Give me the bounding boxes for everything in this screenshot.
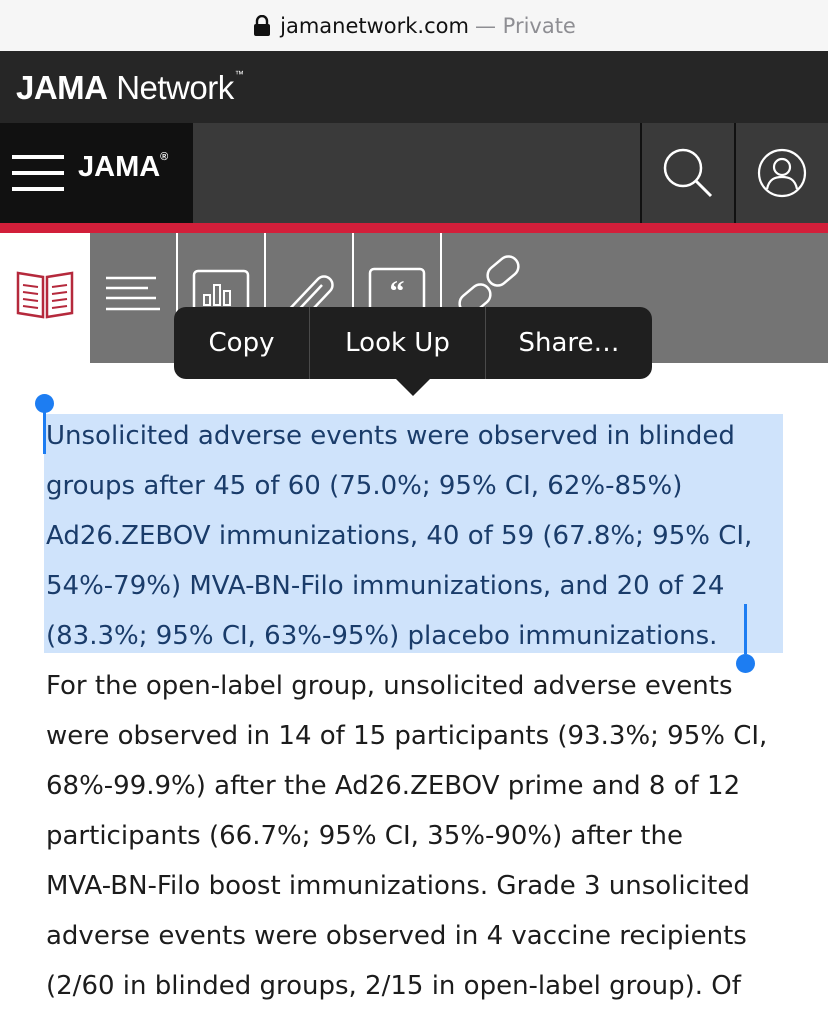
- text-selection-highlight: [44, 414, 783, 653]
- logo-regular: Network: [116, 69, 234, 106]
- user-icon: [757, 148, 807, 198]
- logo-trademark: ™: [234, 69, 244, 79]
- selected-text-line[interactable]: 54%-79%) MVA-BN-Filo immunizations, and …: [46, 571, 725, 601]
- text-line: (2/60 in blinded groups, 2/15 in open-la…: [46, 971, 741, 1001]
- article-paragraph: Unsolicited adverse events were observed…: [46, 411, 796, 1011]
- outline-icon: [106, 276, 160, 311]
- look-up-button[interactable]: Look Up: [345, 328, 450, 358]
- text-selection-menu: Copy Look Up Share…: [174, 307, 652, 379]
- menu-divider: [485, 307, 486, 379]
- hamburger-menu-icon[interactable]: [12, 153, 64, 193]
- browser-url-bar[interactable]: jamanetwork.com — Private: [0, 0, 828, 51]
- selected-text-line[interactable]: Ad26.ZEBOV immunizations, 40 of 59 (67.8…: [46, 521, 753, 551]
- selection-start-handle[interactable]: [35, 394, 54, 413]
- outline-button[interactable]: [90, 233, 176, 363]
- text-line: adverse events were observed in 4 vaccin…: [46, 921, 747, 951]
- account-button[interactable]: [734, 123, 828, 223]
- share-button[interactable]: Share…: [518, 328, 620, 358]
- selected-text-line[interactable]: groups after 45 of 60 (75.0%; 95% CI, 62…: [46, 471, 683, 501]
- text-line: For the open-label group, unsolicited ad…: [46, 671, 733, 701]
- text-line: participants (66.7%; 95% CI, 35%-90%) af…: [46, 821, 683, 851]
- selected-text-line[interactable]: Unsolicited adverse events were observed…: [46, 421, 735, 451]
- search-icon: [663, 148, 713, 198]
- search-button[interactable]: [640, 123, 734, 223]
- article-book-icon[interactable]: [16, 269, 74, 319]
- selection-end-caret: [744, 604, 747, 654]
- selected-text-line[interactable]: (83.3%; 95% CI, 63%-95%) placebo immuniz…: [46, 621, 718, 651]
- logo-bold: JAMA: [16, 69, 108, 106]
- private-label: — Private: [474, 13, 576, 38]
- text-line: MVA-BN-Filo boost immunizations. Grade 3…: [46, 871, 750, 901]
- selection-start-caret: [43, 412, 46, 454]
- journal-title-text: JAMA: [78, 151, 161, 183]
- journal-title[interactable]: JAMA®: [78, 151, 168, 184]
- journal-header: JAMA®: [0, 123, 828, 223]
- quote-glyph: “: [390, 275, 405, 308]
- network-header: JAMA Network™: [0, 51, 828, 123]
- accent-divider: [0, 223, 828, 233]
- lock-icon: [254, 14, 271, 36]
- url-domain: jamanetwork.com: [280, 13, 469, 38]
- registered-mark: ®: [160, 151, 169, 163]
- menu-divider: [309, 307, 310, 379]
- text-line: were observed in 14 of 15 participants (…: [46, 721, 768, 751]
- selection-end-handle[interactable]: [736, 654, 755, 673]
- copy-button[interactable]: Copy: [208, 328, 275, 358]
- jama-network-logo[interactable]: JAMA Network™: [16, 69, 244, 107]
- menu-pointer: [396, 379, 430, 396]
- journal-menu-area: JAMA®: [0, 123, 193, 223]
- text-line: 68%-99.9%) after the Ad26.ZEBOV prime an…: [46, 771, 741, 801]
